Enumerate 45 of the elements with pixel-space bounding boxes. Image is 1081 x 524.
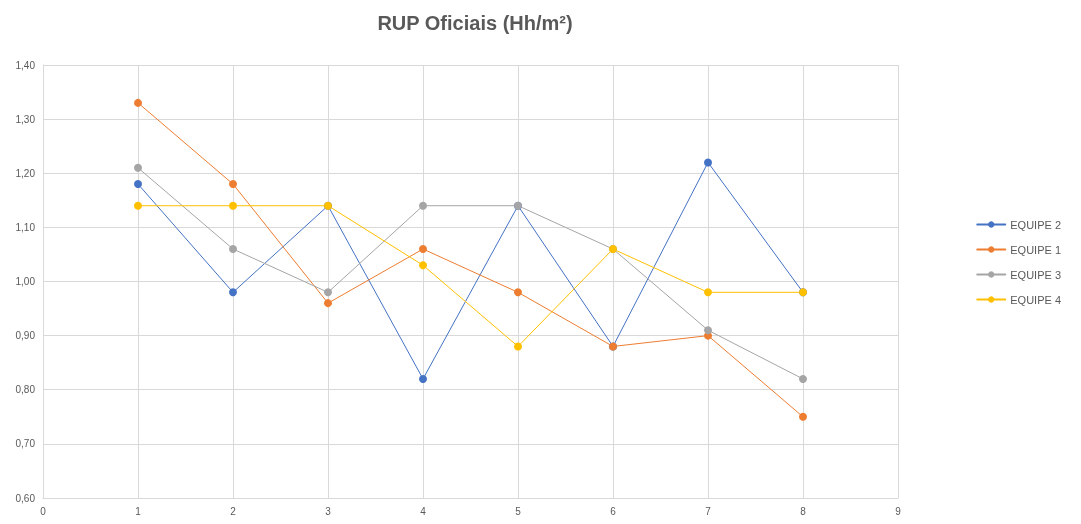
y-tick-label: 1,30 [15,113,36,125]
point [799,412,807,421]
x-tick-label: 9 [895,505,902,517]
y-tick-label: 1,00 [15,276,36,287]
point [419,261,427,270]
point [704,158,712,167]
point [134,163,142,172]
y-tick-label: 0,80 [15,384,36,396]
chart-title: RUP Oficiais (Hh/m²) [377,12,573,34]
x-tick-label: 3 [325,505,332,517]
x-tick-label: 5 [515,505,522,517]
point [134,98,142,107]
y-tick-label: 1,20 [15,167,36,179]
point [704,326,712,335]
point [514,288,522,297]
point [324,299,332,308]
point [419,374,427,383]
point [514,342,522,351]
point [134,180,142,189]
x-tick-label: 6 [610,505,617,517]
point [229,180,237,189]
y-tick-label: 0,70 [15,438,36,450]
legend-label: EQUIPE 2 [1010,218,1062,231]
point [419,245,427,254]
point [704,288,712,297]
x-tick-label: 2 [230,505,237,517]
point [229,245,237,254]
point [324,288,332,297]
legend-label: EQUIPE 3 [1010,268,1062,281]
point [229,288,237,297]
y-tick-label: 1,40 [15,59,36,71]
legend-label: EQUIPE 4 [1010,293,1062,306]
y-tick-label: 0,90 [15,330,36,342]
x-tick-label: 1 [135,505,142,517]
point [419,201,427,210]
y-tick-label: 0,60 [15,492,36,504]
point [134,201,142,210]
x-tick-label: 8 [800,505,807,517]
point [229,201,237,210]
x-tick-label: 7 [705,505,712,517]
x-tick-label: 0 [40,505,47,517]
x-tick-label: 4 [420,505,427,517]
point [799,374,807,383]
legend-label: EQUIPE 1 [1010,243,1062,256]
y-tick-label: 1,10 [15,221,36,233]
